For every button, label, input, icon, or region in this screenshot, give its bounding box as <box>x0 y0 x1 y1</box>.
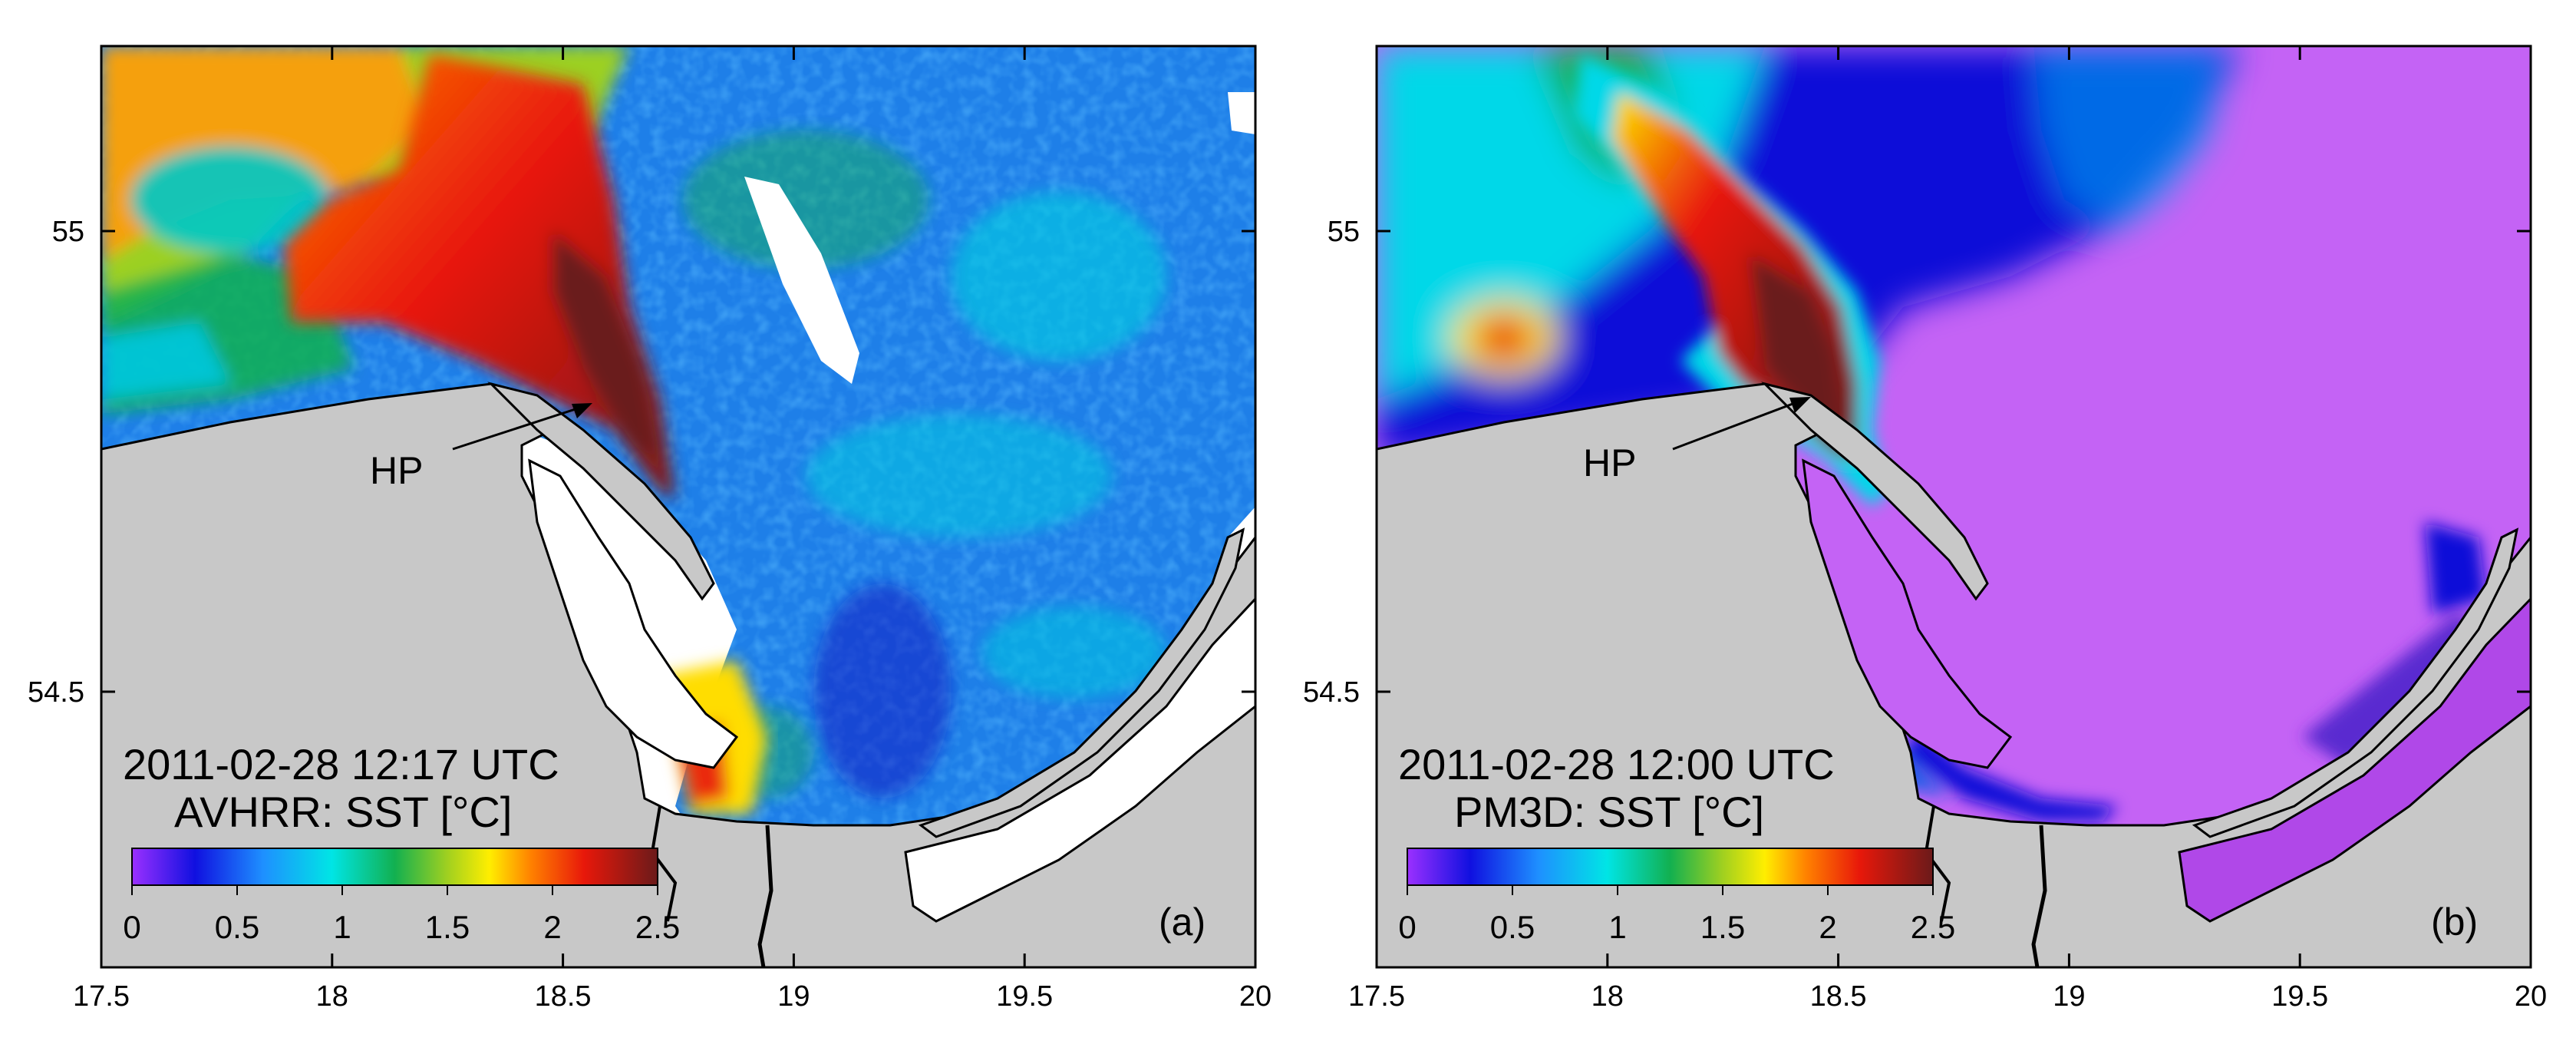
no-data-streak <box>744 177 859 384</box>
colorbar-tick-label: 1 <box>333 909 351 945</box>
hp-annotation-b: HP <box>1583 397 1811 484</box>
colorbar-tick-label: 1.5 <box>425 909 470 945</box>
hel-peninsula <box>487 382 715 601</box>
gulf-interior-white <box>528 458 739 769</box>
colorbar-ticks: 0 0.5 1 1.5 2 2.5 0 0.5 1 1.5 2 2.5 <box>123 885 1955 945</box>
hel-peninsula-b <box>1761 382 1989 601</box>
hp-annotation-a: HP <box>370 403 592 492</box>
colorbar-b <box>1407 848 1934 886</box>
colorbar-tick-label: 2.5 <box>1911 909 1955 945</box>
colorbar-tick-label: 1.5 <box>1700 909 1745 945</box>
hp-plume-b <box>1573 54 1888 507</box>
colorbar-tick-label: 1 <box>1608 909 1626 945</box>
x-tick-label: 20 <box>1239 980 1272 1013</box>
vistula-lagoon-b <box>2178 597 2531 923</box>
panel-b <box>1377 46 2531 967</box>
y-tick-label: 55 <box>1328 216 1360 248</box>
vistula-lagoon <box>904 597 1255 923</box>
y-tick-label: 54.5 <box>1303 676 1360 709</box>
colorbar-tick-label: 2 <box>1819 909 1836 945</box>
timestamp-a: 2011-02-28 12:17 UTC <box>123 740 559 788</box>
panel-label-b: (b) <box>2431 901 2478 944</box>
x-tick-label: 17.5 <box>1348 980 1405 1013</box>
x-tick-label: 19.5 <box>996 980 1053 1013</box>
colorbar-tick-label: 0.5 <box>1490 909 1535 945</box>
x-tick-label: 18.5 <box>535 980 592 1013</box>
y-tick-label: 55 <box>52 216 84 248</box>
panel-a <box>101 46 1255 967</box>
x-tick-label: 18 <box>1591 980 1624 1013</box>
vistula-river-b <box>2031 825 2047 967</box>
hp-plume-a <box>284 54 675 499</box>
vistula-river <box>757 825 773 967</box>
x-tick-label: 19.5 <box>2271 980 2328 1013</box>
source-label-b: PM3D: SST [°C] <box>1454 788 1764 836</box>
panel-a-frame <box>100 45 1257 969</box>
x-tick-label: 19 <box>777 980 810 1013</box>
panel-b-frame <box>1375 45 2532 969</box>
x-tick-label: 20 <box>2515 980 2547 1013</box>
hp-label-a: HP <box>370 449 423 492</box>
colorbar-a <box>131 848 658 886</box>
x-tick-label: 17.5 <box>73 980 130 1013</box>
timestamp-b: 2011-02-28 12:00 UTC <box>1398 740 1835 788</box>
panel-label-a: (a) <box>1159 901 1206 944</box>
colorbar-tick-label: 0.5 <box>215 909 259 945</box>
vistula-river-2 <box>650 805 678 922</box>
vistula-spit-b <box>2192 527 2519 838</box>
cyan-patches <box>683 131 1166 798</box>
hp-label-b: HP <box>1583 441 1636 484</box>
colorbar-tick-label: 0 <box>1398 909 1416 945</box>
colorbar-tick-label: 2 <box>543 909 561 945</box>
x-tick-label: 18.5 <box>1810 980 1867 1013</box>
colorbar-tick-label: 0 <box>123 909 140 945</box>
source-label-a: AVHRR: SST [°C] <box>174 788 512 836</box>
no-data-patch <box>1228 92 1255 134</box>
x-tick-label: 18 <box>316 980 348 1013</box>
vistula-spit <box>918 527 1245 838</box>
y-tick-label: 54.5 <box>28 676 84 709</box>
gulf-interior-b <box>1802 458 2013 769</box>
colorbar-tick-label: 2.5 <box>635 909 680 945</box>
vistula-river-b-2 <box>1924 805 1951 922</box>
x-tick-label: 19 <box>2053 980 2085 1013</box>
